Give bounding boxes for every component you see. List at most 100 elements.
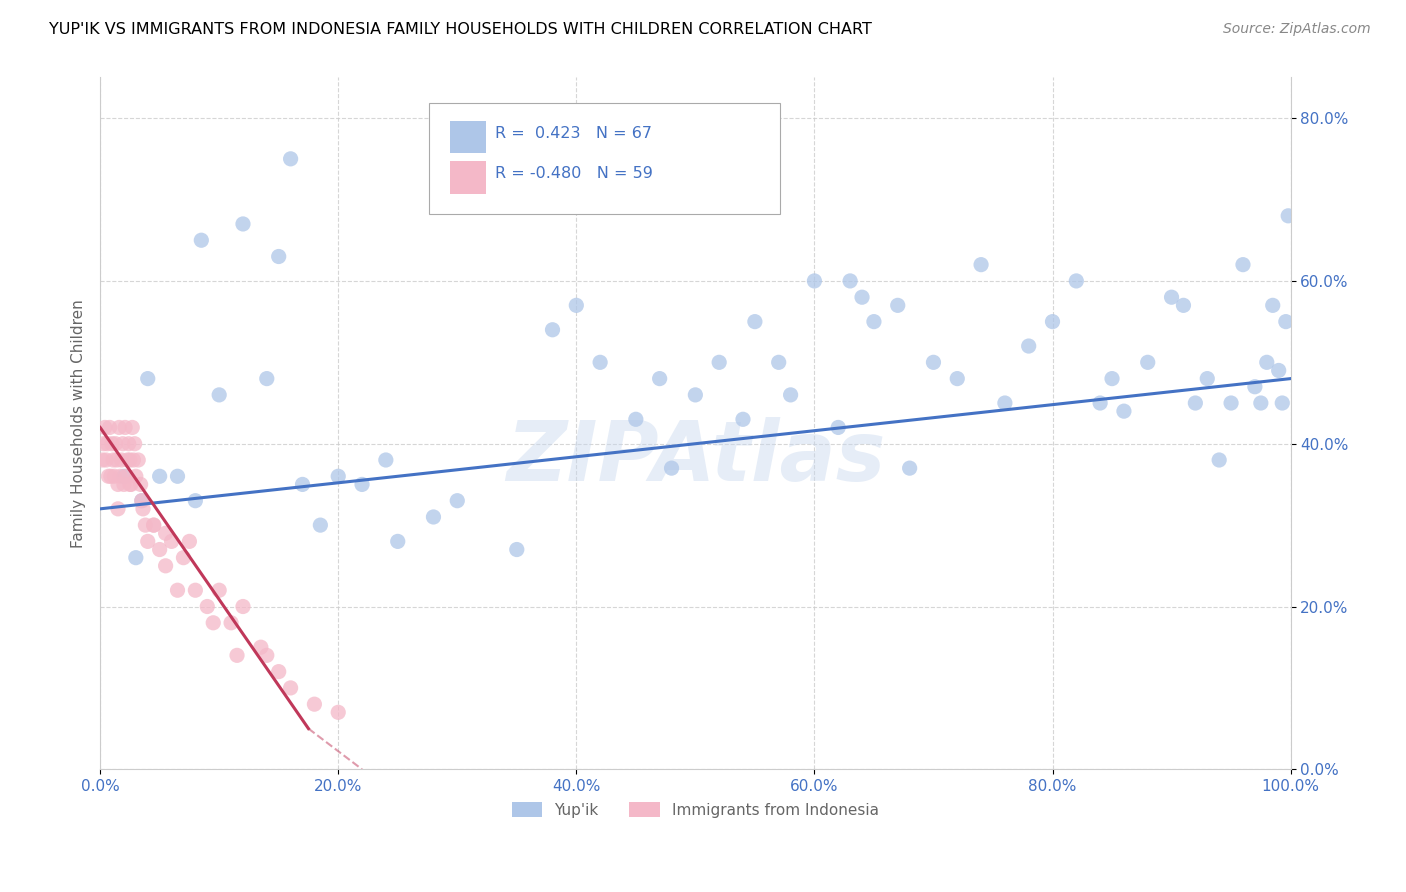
Point	[195, 599, 218, 614]
Point	[1261, 298, 1284, 312]
Y-axis label: Family Households with Children: Family Households with Children	[72, 299, 86, 548]
Point	[132, 501, 155, 516]
Point	[226, 648, 249, 663]
Point	[1271, 396, 1294, 410]
Point	[446, 493, 468, 508]
Point	[291, 477, 314, 491]
Point	[110, 453, 132, 467]
Point	[112, 477, 135, 491]
Point	[149, 469, 172, 483]
Point	[94, 420, 117, 434]
Point	[267, 665, 290, 679]
Point	[124, 436, 146, 450]
Point	[107, 477, 129, 491]
Point	[149, 542, 172, 557]
Point	[114, 420, 136, 434]
Point	[731, 412, 754, 426]
Point	[1220, 396, 1243, 410]
Point	[91, 453, 114, 467]
Point	[1267, 363, 1289, 377]
Point	[1208, 453, 1230, 467]
Legend: Yup'ik, Immigrants from Indonesia: Yup'ik, Immigrants from Indonesia	[506, 796, 886, 824]
Point	[208, 583, 231, 598]
Point	[136, 534, 159, 549]
Point	[179, 534, 201, 549]
Point	[328, 469, 350, 483]
Point	[280, 152, 302, 166]
Point	[1042, 315, 1064, 329]
Point	[131, 493, 153, 508]
Text: YUP'IK VS IMMIGRANTS FROM INDONESIA FAMILY HOUSEHOLDS WITH CHILDREN CORRELATION : YUP'IK VS IMMIGRANTS FROM INDONESIA FAMI…	[49, 22, 872, 37]
Point	[104, 436, 127, 450]
Text: R =  0.423   N = 67: R = 0.423 N = 67	[495, 127, 652, 141]
Point	[970, 258, 993, 272]
Point	[190, 233, 212, 247]
Point	[184, 493, 207, 508]
Point	[422, 510, 444, 524]
Point	[851, 290, 873, 304]
Point	[125, 469, 148, 483]
Point	[589, 355, 612, 369]
Point	[1088, 396, 1111, 410]
Point	[250, 640, 273, 655]
Point	[827, 420, 849, 434]
Point	[107, 501, 129, 516]
Point	[121, 420, 143, 434]
Point	[661, 461, 683, 475]
Point	[117, 453, 139, 467]
Point	[155, 526, 177, 541]
Point	[1244, 380, 1267, 394]
Point	[97, 469, 120, 483]
Point	[387, 534, 409, 549]
Point	[624, 412, 647, 426]
Point	[1160, 290, 1182, 304]
Point	[232, 217, 254, 231]
Point	[1275, 315, 1298, 329]
Point	[118, 436, 141, 450]
Point	[118, 477, 141, 491]
Point	[219, 615, 242, 630]
Point	[506, 542, 529, 557]
Point	[112, 469, 135, 483]
Point	[1112, 404, 1135, 418]
Point	[110, 469, 132, 483]
Point	[1136, 355, 1159, 369]
Point	[232, 599, 254, 614]
Point	[374, 453, 396, 467]
Point	[744, 315, 766, 329]
Point	[304, 697, 326, 711]
Point	[103, 453, 125, 467]
Point	[108, 420, 131, 434]
Point	[994, 396, 1017, 410]
Point	[267, 250, 290, 264]
Point	[350, 477, 373, 491]
Point	[648, 371, 671, 385]
Point	[202, 615, 225, 630]
Point	[922, 355, 945, 369]
Point	[1232, 258, 1254, 272]
Point	[256, 648, 278, 663]
Point	[134, 518, 156, 533]
Point	[142, 518, 165, 533]
Point	[172, 550, 194, 565]
Point	[118, 453, 141, 467]
Point	[685, 388, 707, 402]
Point	[120, 477, 142, 491]
Point	[898, 461, 921, 475]
Point	[1066, 274, 1088, 288]
Point	[1256, 355, 1278, 369]
Point	[803, 274, 825, 288]
Point	[166, 469, 188, 483]
Point	[105, 453, 128, 467]
Text: Source: ZipAtlas.com: Source: ZipAtlas.com	[1223, 22, 1371, 37]
Point	[100, 469, 122, 483]
Point	[887, 298, 910, 312]
Point	[946, 371, 969, 385]
Point	[1101, 371, 1123, 385]
Point	[709, 355, 731, 369]
Point	[1184, 396, 1206, 410]
Point	[96, 436, 118, 450]
Point	[565, 298, 588, 312]
Point	[1018, 339, 1040, 353]
Point	[101, 436, 124, 450]
